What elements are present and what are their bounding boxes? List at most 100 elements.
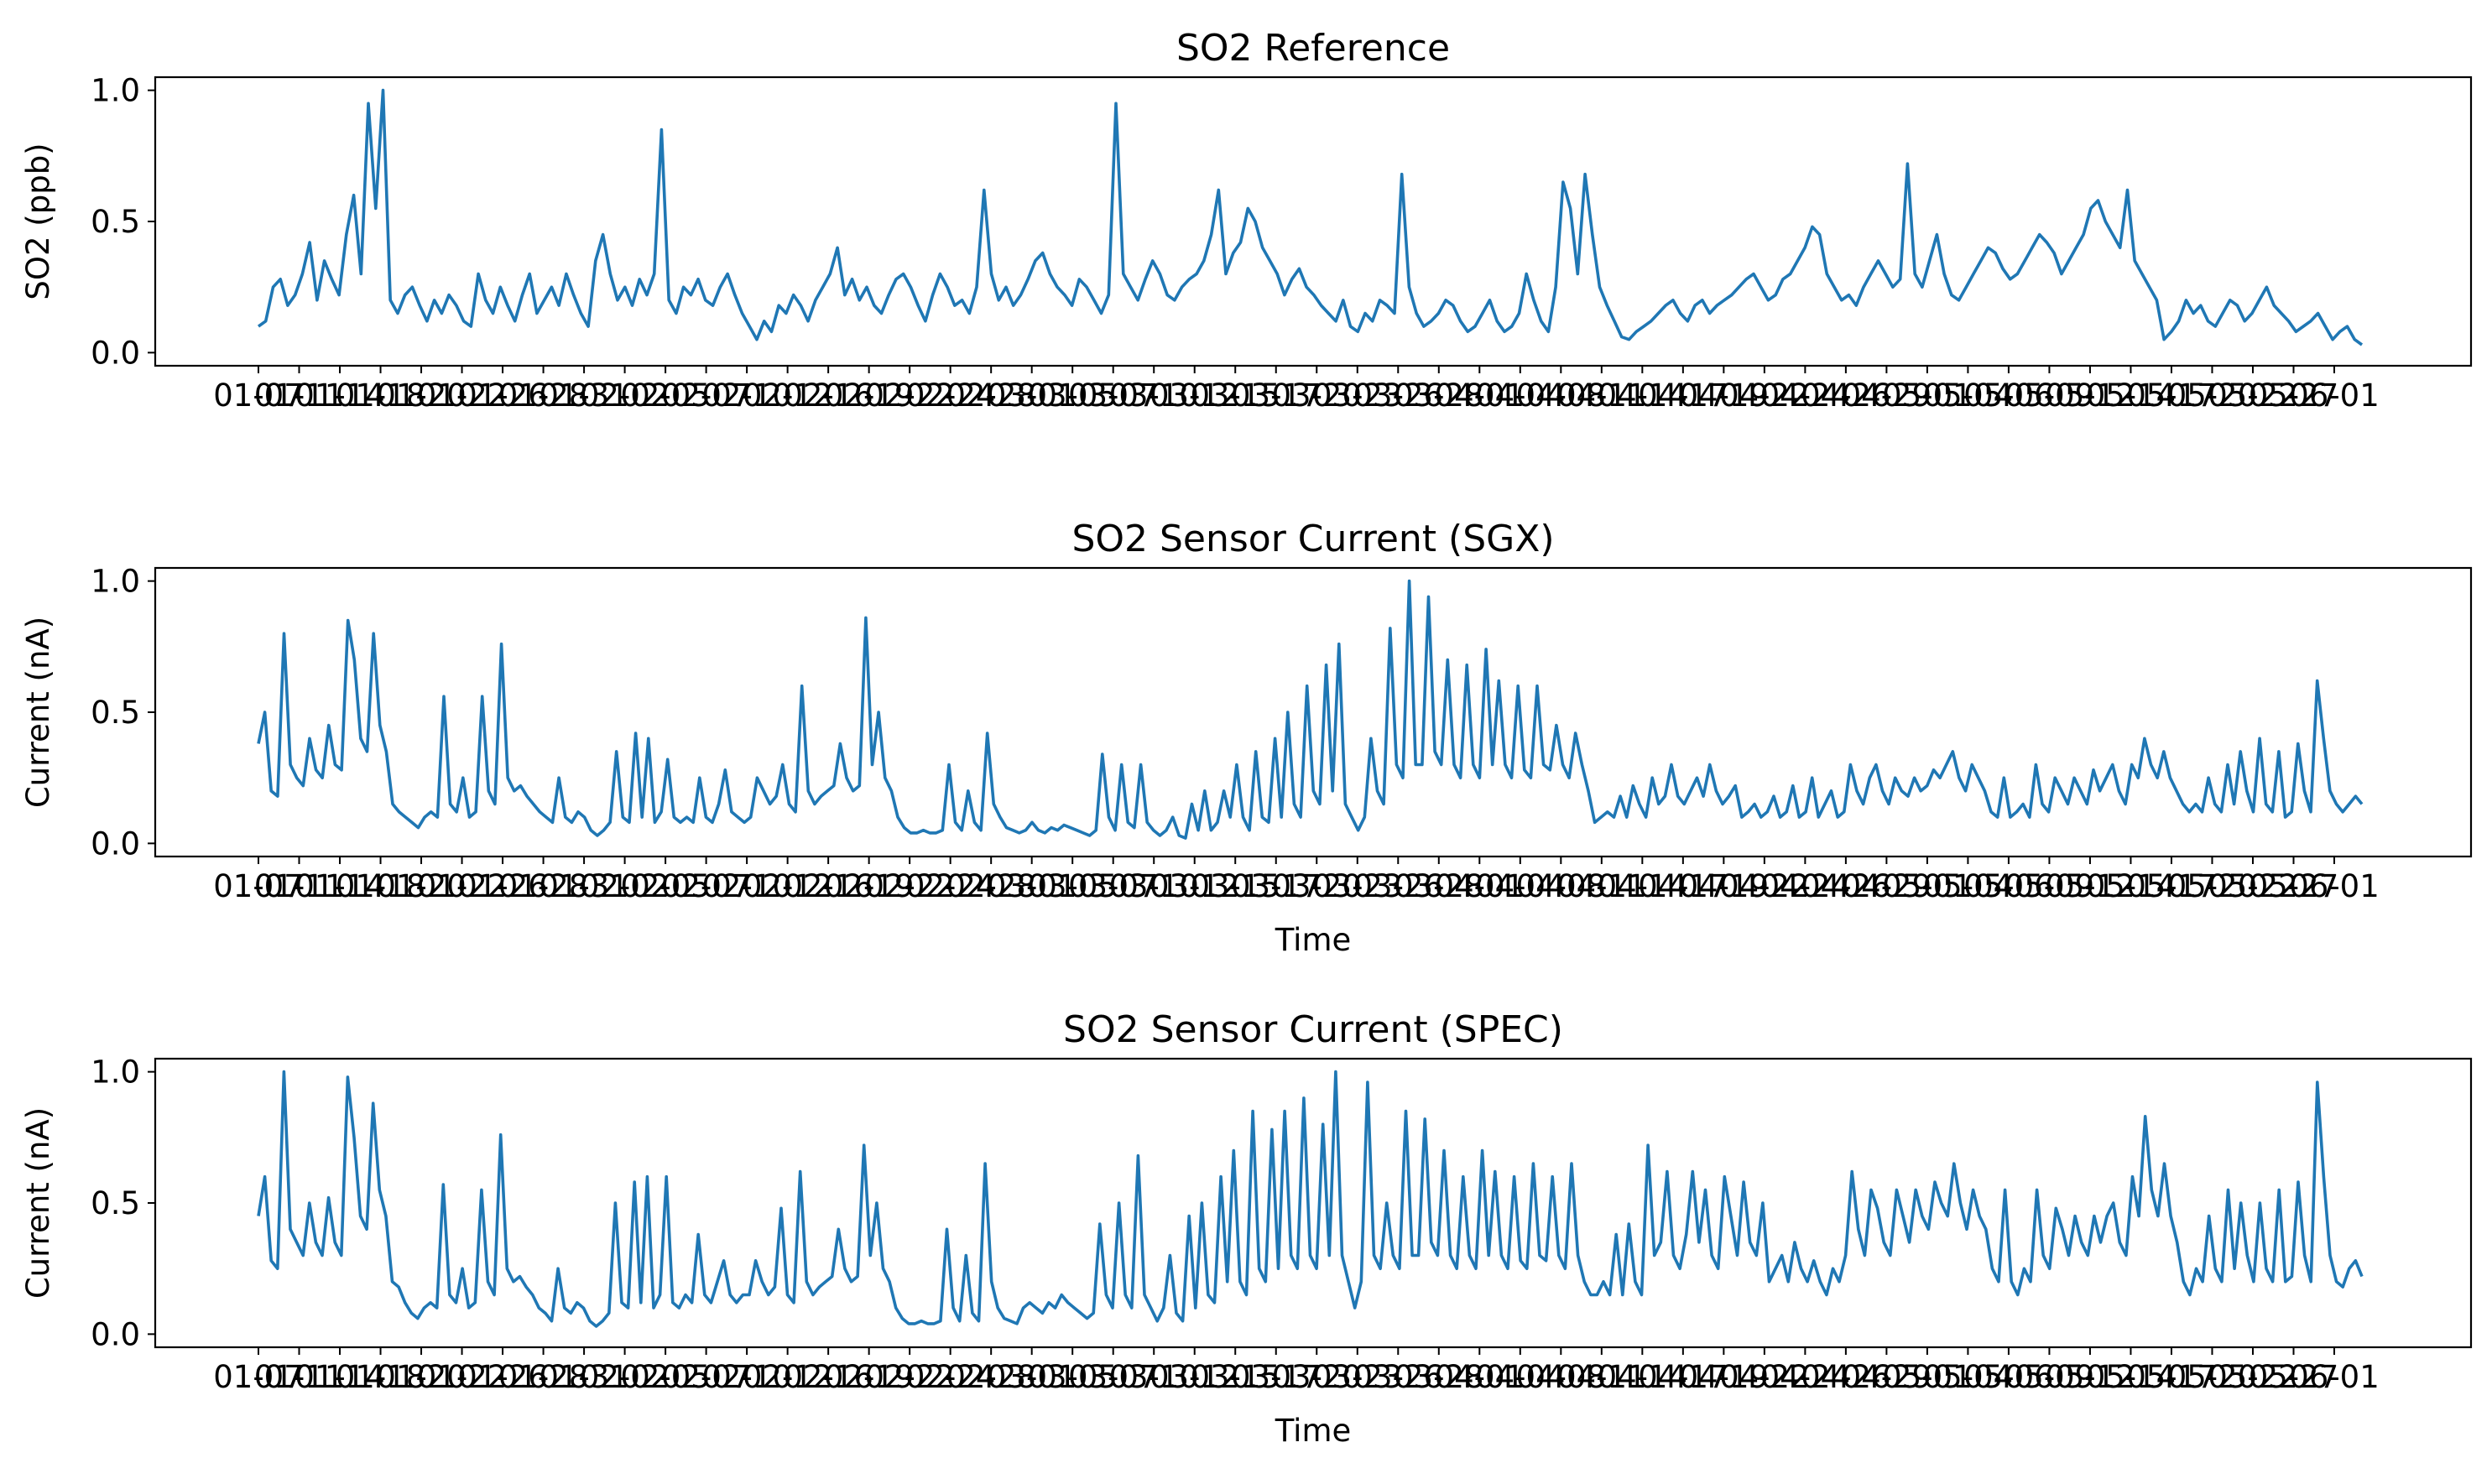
x-tick-label: 03-17 [1231, 868, 1322, 904]
x-tick-label: 04-19 [1679, 1359, 1770, 1395]
x-tick-label: 05-12 [2045, 378, 2135, 414]
x-tick-label: 01-11 [254, 1359, 345, 1395]
x-tick-label: 02-22 [864, 868, 955, 904]
data-series-line [257, 1070, 2364, 1328]
x-tick-label: 02-07 [661, 868, 752, 904]
x-tick-label: 04-24 [1760, 378, 1851, 414]
x-tick-label: 01-26 [457, 1359, 548, 1395]
x-tick-label: 03-10 [1108, 868, 1199, 904]
x-tick-label: 04-04 [1475, 1359, 1566, 1395]
x-tick-label: 03-28 [1394, 378, 1484, 414]
x-tick-label: 02-19 [824, 1359, 915, 1395]
x-tick-label: 04-08 [1516, 1359, 1607, 1395]
x-tick-label: 03-15 [1190, 378, 1280, 414]
y-tick-label: 0.5 [91, 1185, 140, 1221]
x-tick-label: 01-18 [336, 868, 426, 904]
x-tick-label: 06-01 [2289, 1359, 2380, 1395]
chart-title: SO2 Sensor Current (SPEC) [1063, 1008, 1563, 1051]
x-tick-label: 03-17 [1231, 378, 1322, 414]
x-tick-label: 03-12 [1150, 1359, 1240, 1395]
x-tick-label: 01-28 [498, 1359, 589, 1395]
x-tick-label: 02-12 [743, 378, 833, 414]
x-tick-label: 04-08 [1516, 378, 1607, 414]
x-tick-label: 05-01 [1882, 378, 1973, 414]
x-tick-label: 04-24 [1760, 1359, 1851, 1395]
x-tick-label: 06-01 [2289, 868, 2380, 904]
x-tick-label: 04-29 [1842, 868, 1932, 904]
y-tick-label: 0.5 [91, 695, 140, 731]
x-tick-label: 01-22 [417, 868, 508, 904]
x-tick-label: 03-28 [1394, 868, 1484, 904]
x-tick-label: 04-04 [1475, 868, 1566, 904]
x-tick-label: 05-27 [2249, 1359, 2339, 1395]
x-tick-label: 04-19 [1679, 378, 1770, 414]
x-tick-label: 01-07 [213, 868, 304, 904]
y-tick-label: 0.0 [91, 1316, 140, 1352]
chart-title: SO2 Reference [1176, 27, 1450, 70]
x-tick-label: 01-31 [539, 378, 629, 414]
x-tick-label: 01-22 [417, 1359, 508, 1395]
x-tick-label: 03-05 [1027, 868, 1118, 904]
x-tick-label: 03-23 [1312, 1359, 1403, 1395]
x-tick-label: 05-06 [1963, 1359, 2054, 1395]
y-axis-label: Current (nA) [20, 1107, 56, 1299]
x-tick-label: 03-07 [1068, 868, 1159, 904]
x-tick-label: 01-20 [376, 1359, 467, 1395]
x-tick-label: 01-28 [498, 378, 589, 414]
x-tick-label: 02-02 [580, 378, 670, 414]
x-tick-label: 02-02 [580, 1359, 670, 1395]
x-tick-label: 03-01 [987, 868, 1077, 904]
x-tick-label: 05-17 [2126, 868, 2217, 904]
x-tick-label: 02-24 [905, 1359, 996, 1395]
x-tick-label: 03-10 [1108, 378, 1199, 414]
x-tick-label: 01-14 [295, 378, 385, 414]
x-tick-label: 02-24 [905, 378, 996, 414]
x-tick-label: 02-19 [824, 378, 915, 414]
x-tick-label: 04-17 [1638, 378, 1728, 414]
x-tick-label: 05-06 [1963, 378, 2054, 414]
x-tick-label: 01-28 [498, 868, 589, 904]
x-tick-label: 05-22 [2208, 378, 2298, 414]
x-tick-label: 01-31 [539, 1359, 629, 1395]
x-tick-label: 02-10 [701, 378, 792, 414]
x-tick-label: 02-12 [743, 1359, 833, 1395]
x-tick-label: 01-11 [254, 378, 345, 414]
x-tick-label: 02-12 [743, 868, 833, 904]
x-tick-label: 04-22 [1719, 868, 1810, 904]
y-tick-label: 0.0 [91, 825, 140, 862]
x-tick-label: 05-14 [2086, 378, 2177, 414]
x-tick-label: 05-04 [1923, 1359, 2014, 1395]
x-tick-label: 04-04 [1475, 378, 1566, 414]
x-tick-label: 04-26 [1801, 868, 1891, 904]
x-tick-label: 05-22 [2208, 1359, 2298, 1395]
x-tick-label: 01-26 [457, 378, 548, 414]
x-tick-label: 02-24 [905, 868, 996, 904]
x-tick-label: 03-20 [1271, 1359, 1362, 1395]
x-tick-label: 05-20 [2167, 1359, 2258, 1395]
x-tick-label: 05-20 [2167, 868, 2258, 904]
x-tick-label: 01-18 [336, 378, 426, 414]
x-tick-label: 03-01 [987, 378, 1077, 414]
x-tick-label: 03-26 [1353, 1359, 1444, 1395]
x-tick-label: 04-22 [1719, 378, 1810, 414]
x-tick-label: 04-11 [1556, 1359, 1647, 1395]
x-tick-label: 02-02 [580, 868, 670, 904]
x-tick-label: 05-01 [1882, 868, 1973, 904]
x-tick-label: 03-20 [1271, 378, 1362, 414]
x-tick-label: 03-23 [1312, 378, 1403, 414]
x-tick-label: 03-26 [1353, 378, 1444, 414]
data-series-line [257, 88, 2364, 346]
x-tick-label: 05-27 [2249, 378, 2339, 414]
x-tick-label: 02-10 [701, 868, 792, 904]
y-tick-label: 1.0 [91, 1054, 140, 1091]
x-tick-label: 02-05 [620, 1359, 711, 1395]
x-tick-label: 02-05 [620, 868, 711, 904]
x-tick-label: 05-12 [2045, 1359, 2135, 1395]
x-tick-label: 02-07 [661, 378, 752, 414]
x-tick-label: 05-04 [1923, 378, 2014, 414]
chart-panel-3: SO2 Sensor Current (SPEC) Current (nA) 0.0… [20, 1008, 2473, 1449]
x-tick-label: 03-26 [1353, 868, 1444, 904]
x-tick-label: 02-05 [620, 378, 711, 414]
x-tick-label: 04-11 [1556, 868, 1647, 904]
